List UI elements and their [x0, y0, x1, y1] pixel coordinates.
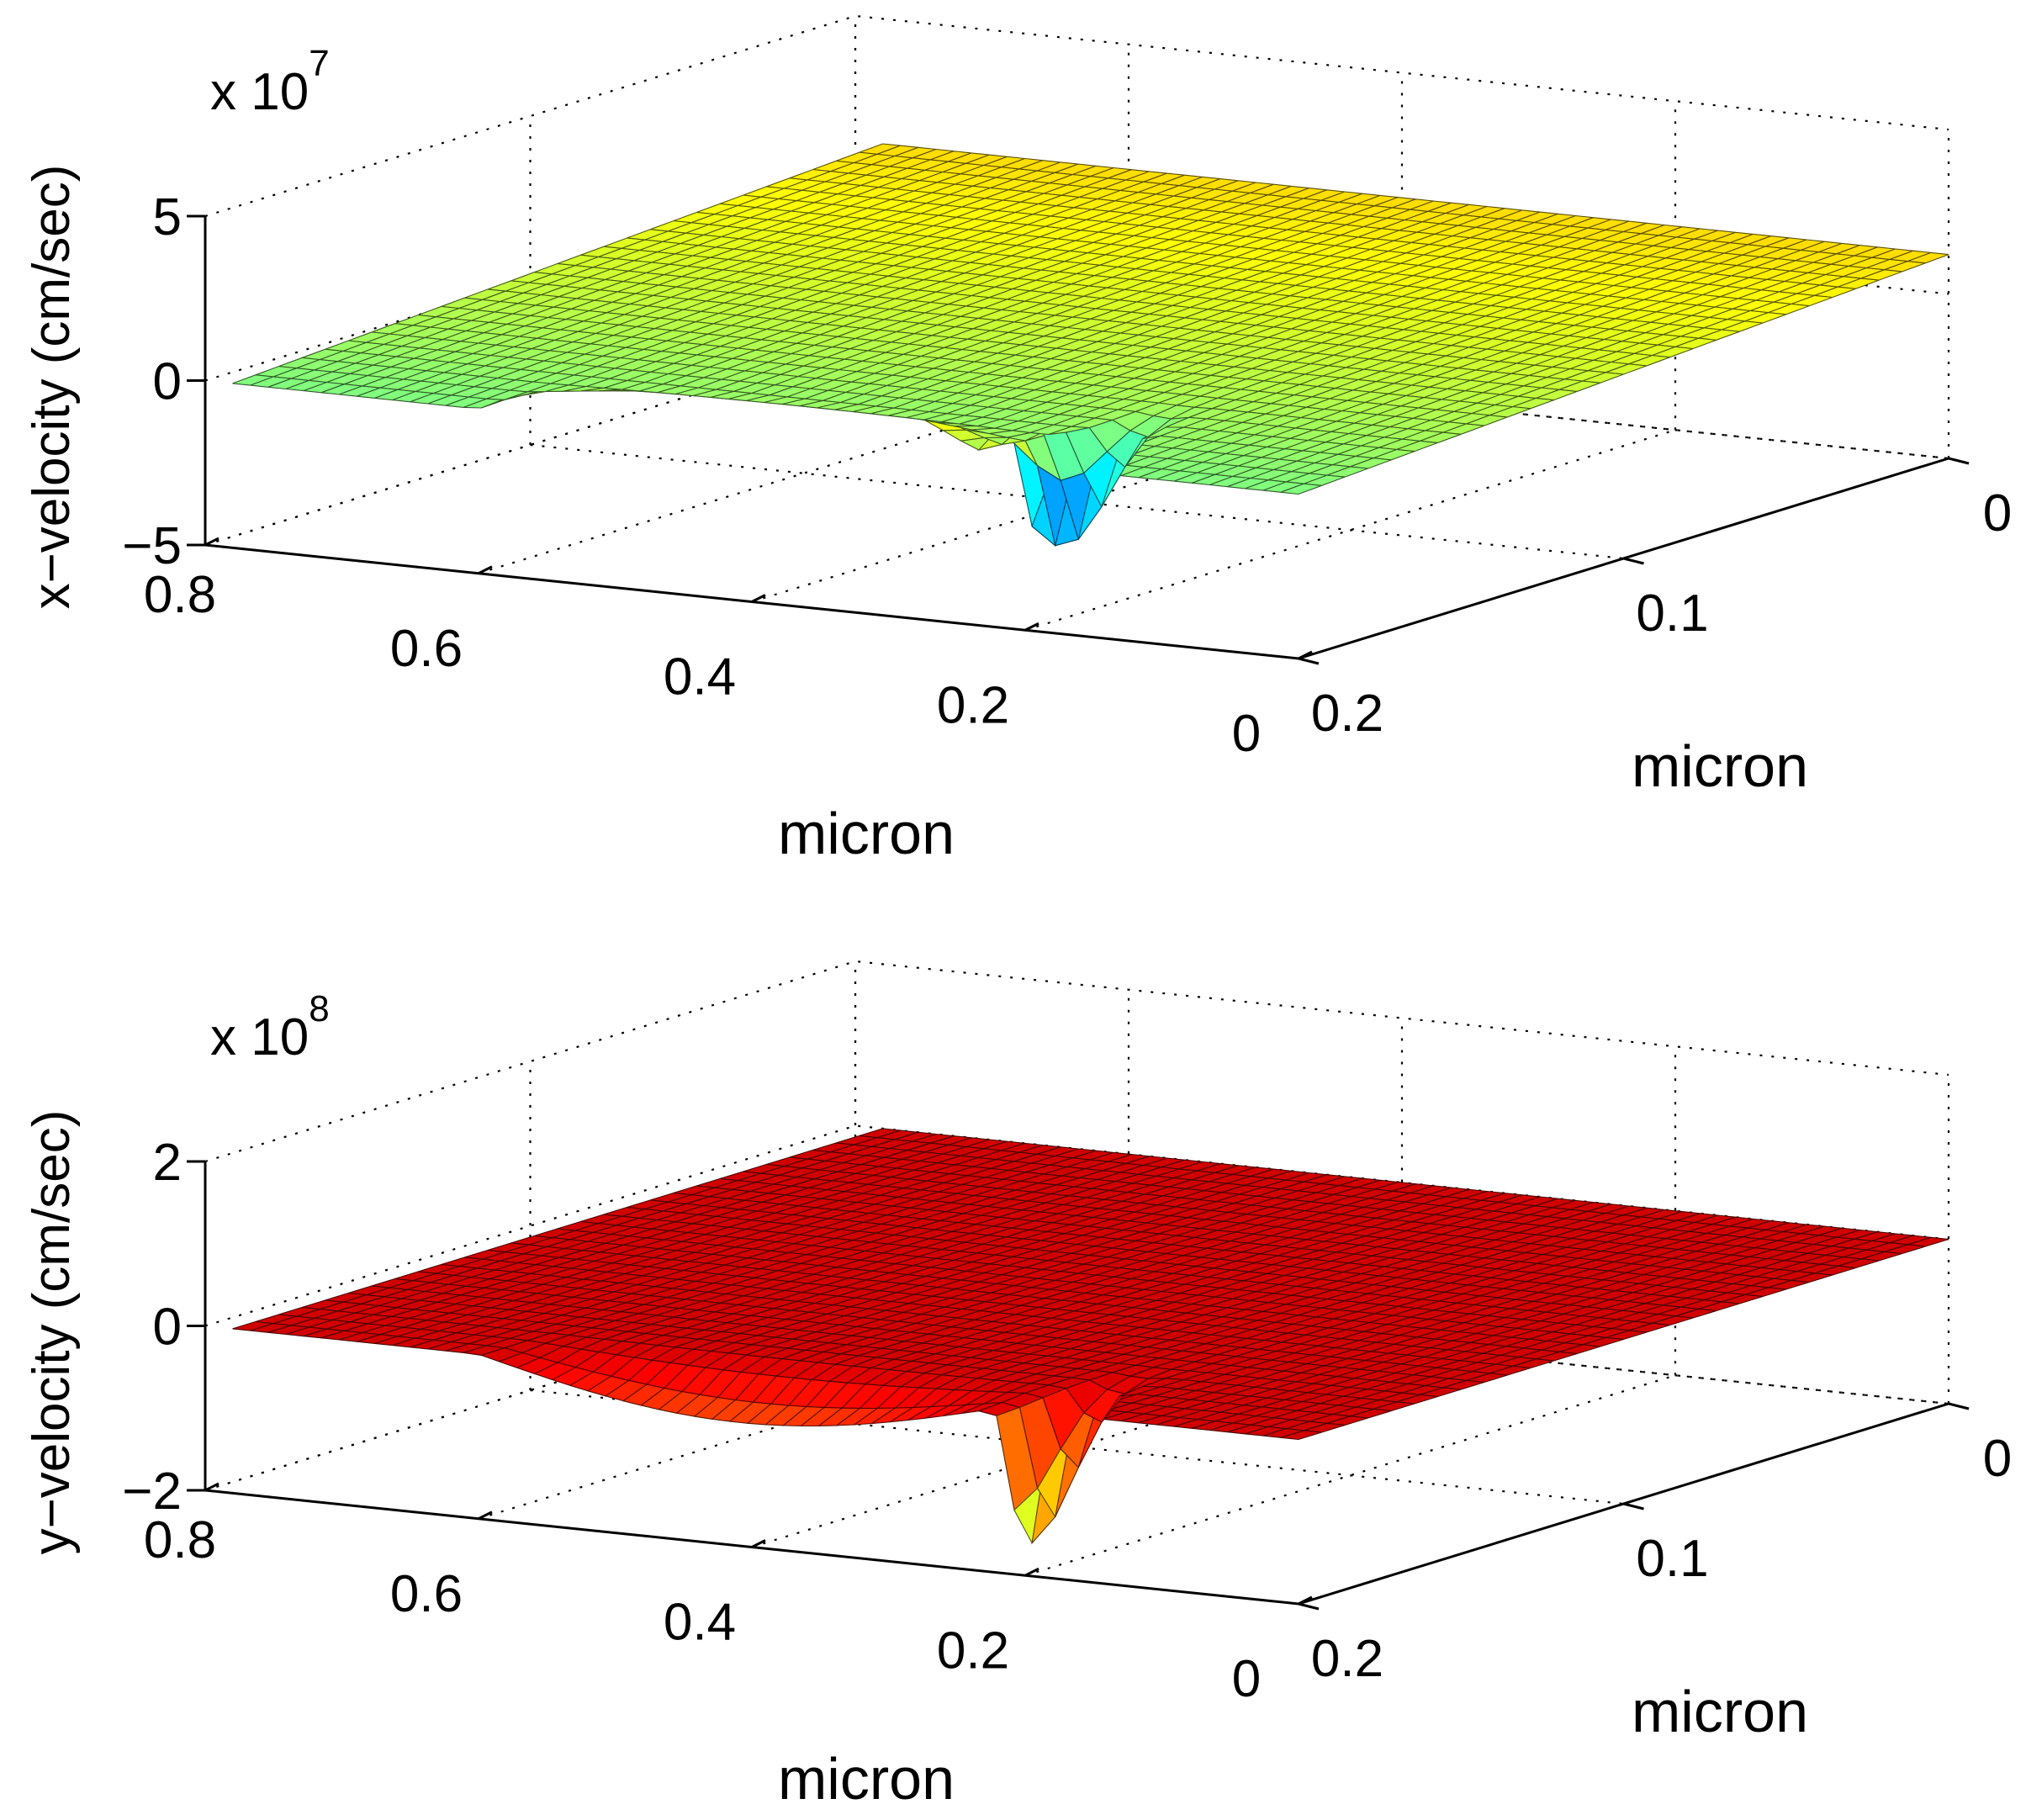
- y-tick: [1948, 1402, 1970, 1410]
- x-tick: [478, 565, 493, 575]
- z-tick-label: 2: [153, 1134, 182, 1192]
- z-axis-label: x−velocity (cm/sec): [23, 165, 81, 610]
- x-tick-label: 0.6: [390, 620, 463, 678]
- z-tick-label: 0: [153, 353, 182, 411]
- y-tick: [1298, 657, 1320, 665]
- z-exponent-power: 8: [309, 988, 329, 1029]
- x-tick-label: 0.8: [144, 1511, 216, 1569]
- x-tick: [1298, 650, 1313, 660]
- grid-line: [204, 960, 1949, 1163]
- surface-mesh: [232, 1128, 1949, 1545]
- x-tick-label: 0.4: [664, 648, 736, 706]
- grid-line: [204, 14, 1949, 218]
- z-tick-label: −5: [122, 517, 182, 575]
- y-axis-label: micron: [1632, 1679, 1808, 1744]
- y-tick-label: 0.2: [1311, 685, 1383, 743]
- surface-cell: [1907, 251, 1949, 264]
- x-velocity-surface-plot: −5 0 5 0.8 0.6 0.4 0.2 0 0 0.1 0.2 micron micron x−ve…: [23, 14, 2012, 866]
- y-tick-label: 0.1: [1636, 1530, 1708, 1588]
- z-exponent-label: x 108: [210, 988, 330, 1066]
- y-tick: [1298, 1602, 1320, 1611]
- y-tick: [1623, 1502, 1644, 1510]
- axes: −2 0 2 0.8 0.6 0.4 0.2 0 0 0.1 0.2 micron micron y−ve…: [23, 988, 2012, 1812]
- x-tick: [204, 1482, 220, 1492]
- x-tick-label: 0.2: [937, 676, 1009, 734]
- z-exponent-label: x 107: [210, 43, 330, 121]
- x-tick-label: 0.8: [144, 566, 216, 624]
- z-exponent-base: x 10: [210, 1008, 309, 1066]
- x-tick-label: 0: [1232, 1650, 1261, 1708]
- x-axis-label: micron: [778, 1746, 955, 1812]
- x-tick-label: 0.6: [390, 1565, 463, 1623]
- y-velocity-surface-plot: −2 0 2 0.8 0.6 0.4 0.2 0 0 0.1 0.2 micron micron y−ve…: [23, 960, 2012, 1812]
- x-tick-label: 0.4: [664, 1594, 736, 1652]
- x-tick: [1024, 622, 1039, 632]
- surface-cell: [1907, 1236, 1949, 1247]
- x-tick: [751, 594, 766, 603]
- y-tick-label: 0: [1983, 1430, 2012, 1488]
- x-tick: [478, 1510, 493, 1521]
- surface-mesh: [232, 143, 1949, 548]
- y-tick-label: 0: [1983, 484, 2012, 542]
- x-tick-label: 0: [1232, 705, 1261, 763]
- y-axis-label: micron: [1632, 733, 1808, 799]
- grid-line: [204, 1288, 1949, 1492]
- y-tick-label: 0.1: [1636, 585, 1708, 643]
- z-exponent-power: 7: [309, 43, 329, 84]
- x-tick: [1024, 1567, 1039, 1577]
- y-tick: [1623, 557, 1644, 565]
- x-tick: [1298, 1595, 1313, 1606]
- z-tick-label: −2: [122, 1463, 182, 1521]
- z-axis-label: y−velocity (cm/sec): [23, 1110, 81, 1555]
- y-tick-label: 0.2: [1311, 1630, 1383, 1688]
- z-tick-label: 5: [153, 188, 182, 246]
- x-tick: [751, 1539, 766, 1548]
- z-exponent-base: x 10: [210, 63, 309, 121]
- grid-line: [1024, 1374, 1676, 1577]
- grid-line: [1024, 429, 1676, 632]
- z-tick-label: 0: [153, 1299, 182, 1357]
- y-tick: [1948, 457, 1970, 465]
- grid-line: [204, 343, 1949, 547]
- axes: −5 0 5 0.8 0.6 0.4 0.2 0 0 0.1 0.2 micron micron x−ve…: [23, 43, 2012, 866]
- x-axis-label: micron: [778, 801, 955, 866]
- x-tick-label: 0.2: [937, 1622, 1009, 1680]
- x-tick: [204, 537, 220, 547]
